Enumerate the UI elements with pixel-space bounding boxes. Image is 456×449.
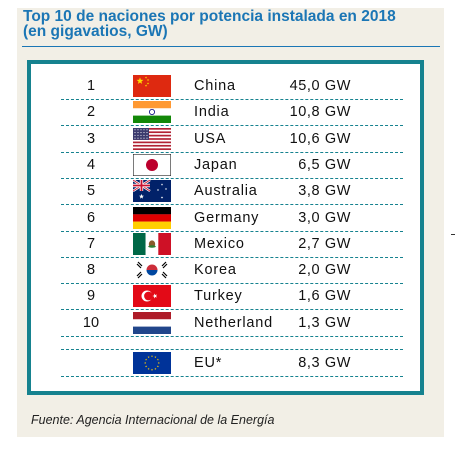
rank-label: 4 bbox=[86, 156, 96, 173]
capacity-value-label: 3,0 GW bbox=[298, 209, 351, 226]
country-label: Germany bbox=[194, 209, 260, 226]
chart-title: Top 10 de naciones por potencia instalad… bbox=[23, 8, 443, 40]
row-divider bbox=[61, 283, 403, 285]
country-label: EU* bbox=[194, 355, 223, 371]
china-flag-icon bbox=[133, 75, 171, 97]
row-divider bbox=[61, 230, 403, 232]
row-divider bbox=[61, 151, 403, 153]
country-label: Turkey bbox=[194, 288, 243, 305]
netherlands-flag-icon bbox=[133, 311, 171, 334]
capacity-value-label: 2,7 GW bbox=[298, 235, 351, 252]
country-label: India bbox=[194, 104, 230, 121]
country-label: Netherland bbox=[194, 314, 273, 331]
japan-flag-icon bbox=[132, 153, 172, 177]
rank-label: 1 bbox=[86, 78, 96, 94]
table-row: 4 Japan 6,5 GW bbox=[31, 153, 420, 179]
rank-label: 10 bbox=[82, 314, 100, 331]
edge-mark bbox=[451, 234, 455, 235]
table-row: 6 Germany 3,0 GW bbox=[31, 206, 420, 232]
row-divider bbox=[61, 309, 403, 311]
country-label: USA bbox=[194, 130, 227, 147]
rank-label: 7 bbox=[86, 235, 96, 252]
row-divider bbox=[61, 125, 403, 127]
capacity-value-label: 1,3 GW bbox=[298, 314, 351, 331]
table-row: 9 Turkey 1,6 GW bbox=[31, 284, 420, 310]
usa-flag-icon bbox=[133, 127, 171, 150]
australia-flag-icon bbox=[132, 179, 171, 203]
korea-flag-icon bbox=[133, 259, 171, 282]
capacity-value-label: 10,6 GW bbox=[289, 130, 351, 147]
table-row: 1 China 45,0 GW bbox=[31, 74, 420, 100]
title-divider bbox=[22, 46, 440, 47]
table-row: 2 India 10,8 GW bbox=[31, 100, 420, 126]
rank-label: 8 bbox=[86, 262, 96, 279]
row-divider bbox=[61, 177, 403, 179]
table-row: 8 Korea 2,0 GW bbox=[31, 258, 420, 284]
country-label: Korea bbox=[194, 262, 237, 279]
source-note: Fuente: Agencia Internacional de la Ener… bbox=[31, 413, 275, 427]
rank-label: 9 bbox=[86, 288, 96, 305]
table-row: 10 Netherland 1,3 GW bbox=[31, 311, 420, 337]
rank-label: 5 bbox=[86, 183, 96, 200]
capacity-value-label: 10,8 GW bbox=[289, 104, 351, 121]
eu-flag-icon bbox=[133, 352, 171, 374]
table-row: 3 USA 10,6 GW bbox=[31, 127, 420, 153]
rank-label: 6 bbox=[86, 209, 96, 226]
row-divider bbox=[61, 204, 403, 206]
mexico-flag-icon bbox=[133, 232, 171, 255]
row-divider bbox=[61, 376, 403, 377]
turkey-flag-icon bbox=[133, 285, 171, 308]
row-divider bbox=[61, 256, 403, 258]
row-divider bbox=[61, 99, 403, 100]
title-line-2: (en gigavatios, GW) bbox=[23, 23, 168, 40]
germany-flag-icon bbox=[133, 206, 171, 229]
capacity-value-label: 3,8 GW bbox=[298, 183, 351, 200]
rank-label: 3 bbox=[86, 130, 96, 147]
capacity-value-label: 1,6 GW bbox=[298, 288, 351, 305]
capacity-value-label: 2,0 GW bbox=[298, 262, 351, 279]
table-row: EU* 8,3 GW bbox=[31, 351, 420, 377]
country-label: Australia bbox=[194, 183, 258, 200]
capacity-value-label: 8,3 GW bbox=[298, 355, 351, 371]
india-flag-icon bbox=[133, 101, 171, 124]
rank-label: 2 bbox=[86, 104, 96, 121]
country-label: Japan bbox=[194, 156, 238, 173]
table-row: 5 Australia 3,8 GW bbox=[31, 179, 420, 205]
capacity-value-label: 6,5 GW bbox=[298, 156, 351, 173]
title-line-1: Top 10 de naciones por potencia instalad… bbox=[23, 8, 396, 25]
capacity-value-label: 45,0 GW bbox=[289, 78, 351, 94]
ranking-table: 1 China 45,0 GW 2 India 10,8 GW 3 USA 10,6 GW 4 Ja… bbox=[27, 60, 424, 395]
row-divider bbox=[61, 335, 403, 337]
table-row: 7 Mexico 2,7 GW bbox=[31, 232, 420, 258]
country-label: Mexico bbox=[194, 235, 245, 252]
row-divider bbox=[61, 349, 403, 350]
country-label: China bbox=[194, 78, 236, 94]
